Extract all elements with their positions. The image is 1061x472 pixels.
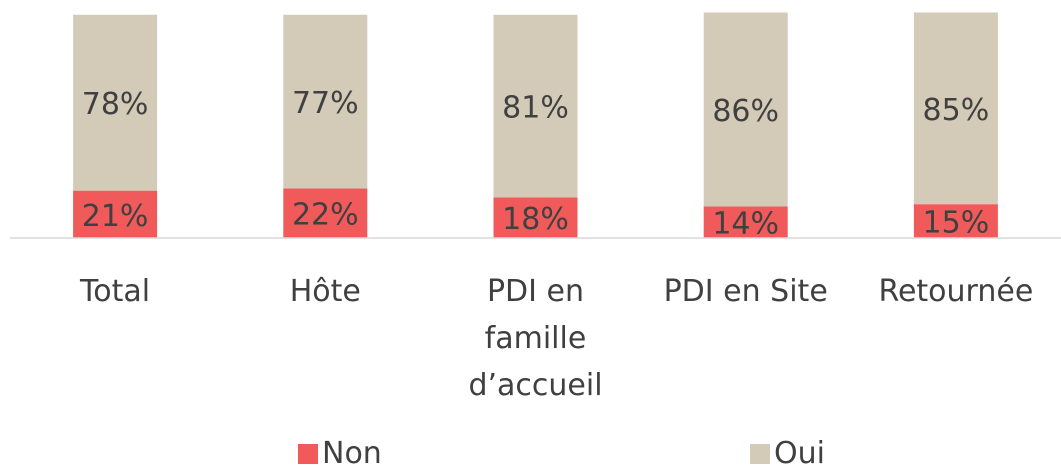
value-label: 81% xyxy=(502,91,569,126)
legend-swatch xyxy=(750,443,770,464)
value-label: 22% xyxy=(292,198,359,233)
bar-segment xyxy=(493,14,578,198)
legend-label: Oui xyxy=(774,436,825,471)
bar-segment xyxy=(913,12,998,205)
value-label: 15% xyxy=(923,206,990,241)
x-tick-label: PDI en Site xyxy=(663,274,828,309)
bar-segment xyxy=(283,14,368,189)
value-label: 86% xyxy=(712,94,779,129)
legend-swatch xyxy=(298,443,318,464)
value-label: 78% xyxy=(82,87,149,122)
x-tick-label: Hôte xyxy=(289,274,361,309)
legend-item: Non xyxy=(298,436,382,471)
legend-item: Oui xyxy=(750,436,825,471)
bar-segment xyxy=(703,206,788,238)
bar-segment xyxy=(73,190,158,238)
value-label: 85% xyxy=(923,93,990,128)
x-tick-label: Total xyxy=(80,274,151,309)
bar-segment xyxy=(493,197,578,238)
bar-segment xyxy=(703,12,788,207)
value-label: 21% xyxy=(82,199,149,234)
x-tick-label: PDI en famille d’accueil xyxy=(468,274,603,403)
bar-segment xyxy=(913,204,998,238)
bar-segment xyxy=(73,14,158,191)
bar-segment xyxy=(283,188,368,238)
value-label: 77% xyxy=(292,86,359,121)
value-label: 18% xyxy=(502,202,569,237)
x-tick-label: Retournée xyxy=(878,274,1034,309)
legend-label: Non xyxy=(322,436,382,471)
value-label: 14% xyxy=(712,207,779,242)
